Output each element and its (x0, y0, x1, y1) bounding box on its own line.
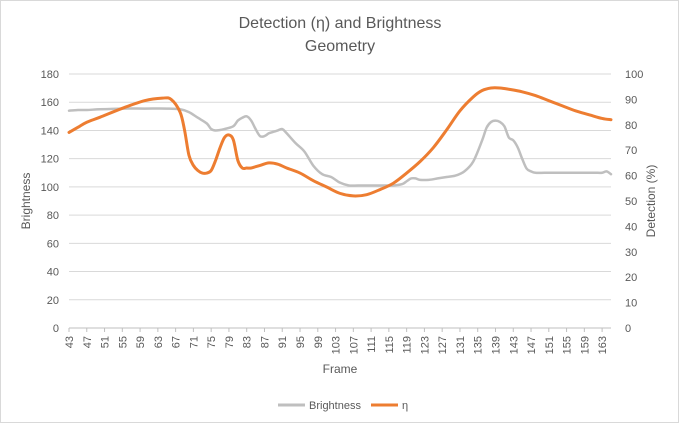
right-tick-label: 50 (625, 196, 637, 208)
right-tick-label: 20 (625, 272, 637, 284)
gridlines (69, 73, 611, 329)
x-tick-label: 135 (473, 336, 485, 354)
x-tick-label: 151 (544, 336, 556, 354)
chart-title-line-2: Geometry (305, 38, 375, 55)
right-tick-label: 60 (625, 171, 637, 183)
legend-label-eta: η (402, 400, 408, 412)
x-axis-ticks: 43 47 51 55 59 63 67 71 75 79 83 87 91 95 99 103 107 111 1… (64, 328, 609, 354)
left-tick-label: 160 (41, 97, 59, 109)
x-tick-label: 115 (384, 336, 396, 354)
x-tick-label: 75 (206, 336, 218, 348)
x-tick-label: 63 (153, 336, 165, 348)
x-tick-label: 67 (171, 336, 183, 348)
right-tick-label: 30 (625, 247, 637, 259)
x-tick-label: 95 (295, 336, 307, 348)
x-tick-label: 119 (402, 336, 414, 354)
x-tick-label: 123 (419, 336, 431, 354)
x-tick-label: 143 (508, 336, 520, 354)
right-tick-label: 0 (625, 323, 631, 335)
x-tick-label: 87 (259, 336, 271, 348)
x-tick-label: 103 (331, 336, 343, 354)
left-tick-label: 120 (41, 154, 59, 166)
x-tick-label: 155 (562, 336, 574, 354)
left-tick-label: 20 (47, 295, 59, 307)
x-tick-label: 111 (366, 336, 378, 353)
left-tick-label: 180 (41, 69, 59, 81)
x-tick-label: 139 (490, 336, 502, 354)
right-tick-label: 90 (625, 94, 637, 106)
x-tick-label: 91 (277, 336, 289, 348)
x-tick-label: 107 (348, 336, 360, 354)
left-axis-ticks: 0 20 40 60 80 100 120 140 160 180 (41, 69, 59, 335)
right-tick-label: 70 (625, 145, 637, 157)
x-tick-label: 83 (242, 336, 254, 348)
right-tick-label: 40 (625, 221, 637, 233)
x-tick-label: 79 (224, 336, 236, 348)
legend: Brightness η (278, 400, 408, 412)
x-tick-label: 127 (437, 336, 449, 354)
x-tick-label: 59 (135, 336, 147, 348)
right-axis-ticks: 0 10 20 30 40 50 60 70 80 90 100 (625, 69, 643, 335)
x-tick-label: 131 (455, 336, 467, 354)
left-tick-label: 80 (47, 210, 59, 222)
right-tick-label: 10 (625, 298, 637, 310)
right-tick-label: 80 (625, 120, 637, 132)
x-tick-label: 43 (64, 336, 76, 348)
left-axis-label: Brightness (19, 173, 33, 230)
chart-title-line-1: Detection (η) and Brightness (239, 15, 442, 32)
x-tick-label: 163 (597, 336, 609, 354)
left-tick-label: 140 (41, 125, 59, 137)
right-axis-label: Detection (%) (644, 165, 658, 238)
x-tick-label: 99 (313, 336, 325, 348)
x-tick-label: 47 (82, 336, 94, 348)
left-tick-label: 0 (53, 323, 59, 335)
x-axis-label: Frame (323, 362, 358, 376)
series-line-eta (67, 86, 613, 198)
series-line-brightness (67, 107, 613, 187)
x-tick-label: 71 (188, 336, 200, 348)
x-tick-label: 51 (100, 336, 112, 348)
x-tick-label: 147 (526, 336, 538, 354)
x-tick-label: 159 (579, 336, 591, 354)
left-tick-label: 60 (47, 238, 59, 250)
right-tick-label: 100 (625, 69, 643, 81)
left-tick-label: 40 (47, 267, 59, 279)
legend-label-brightness: Brightness (309, 400, 361, 412)
series-lines (67, 86, 613, 198)
x-tick-label: 55 (117, 336, 129, 348)
left-tick-label: 100 (41, 182, 59, 194)
